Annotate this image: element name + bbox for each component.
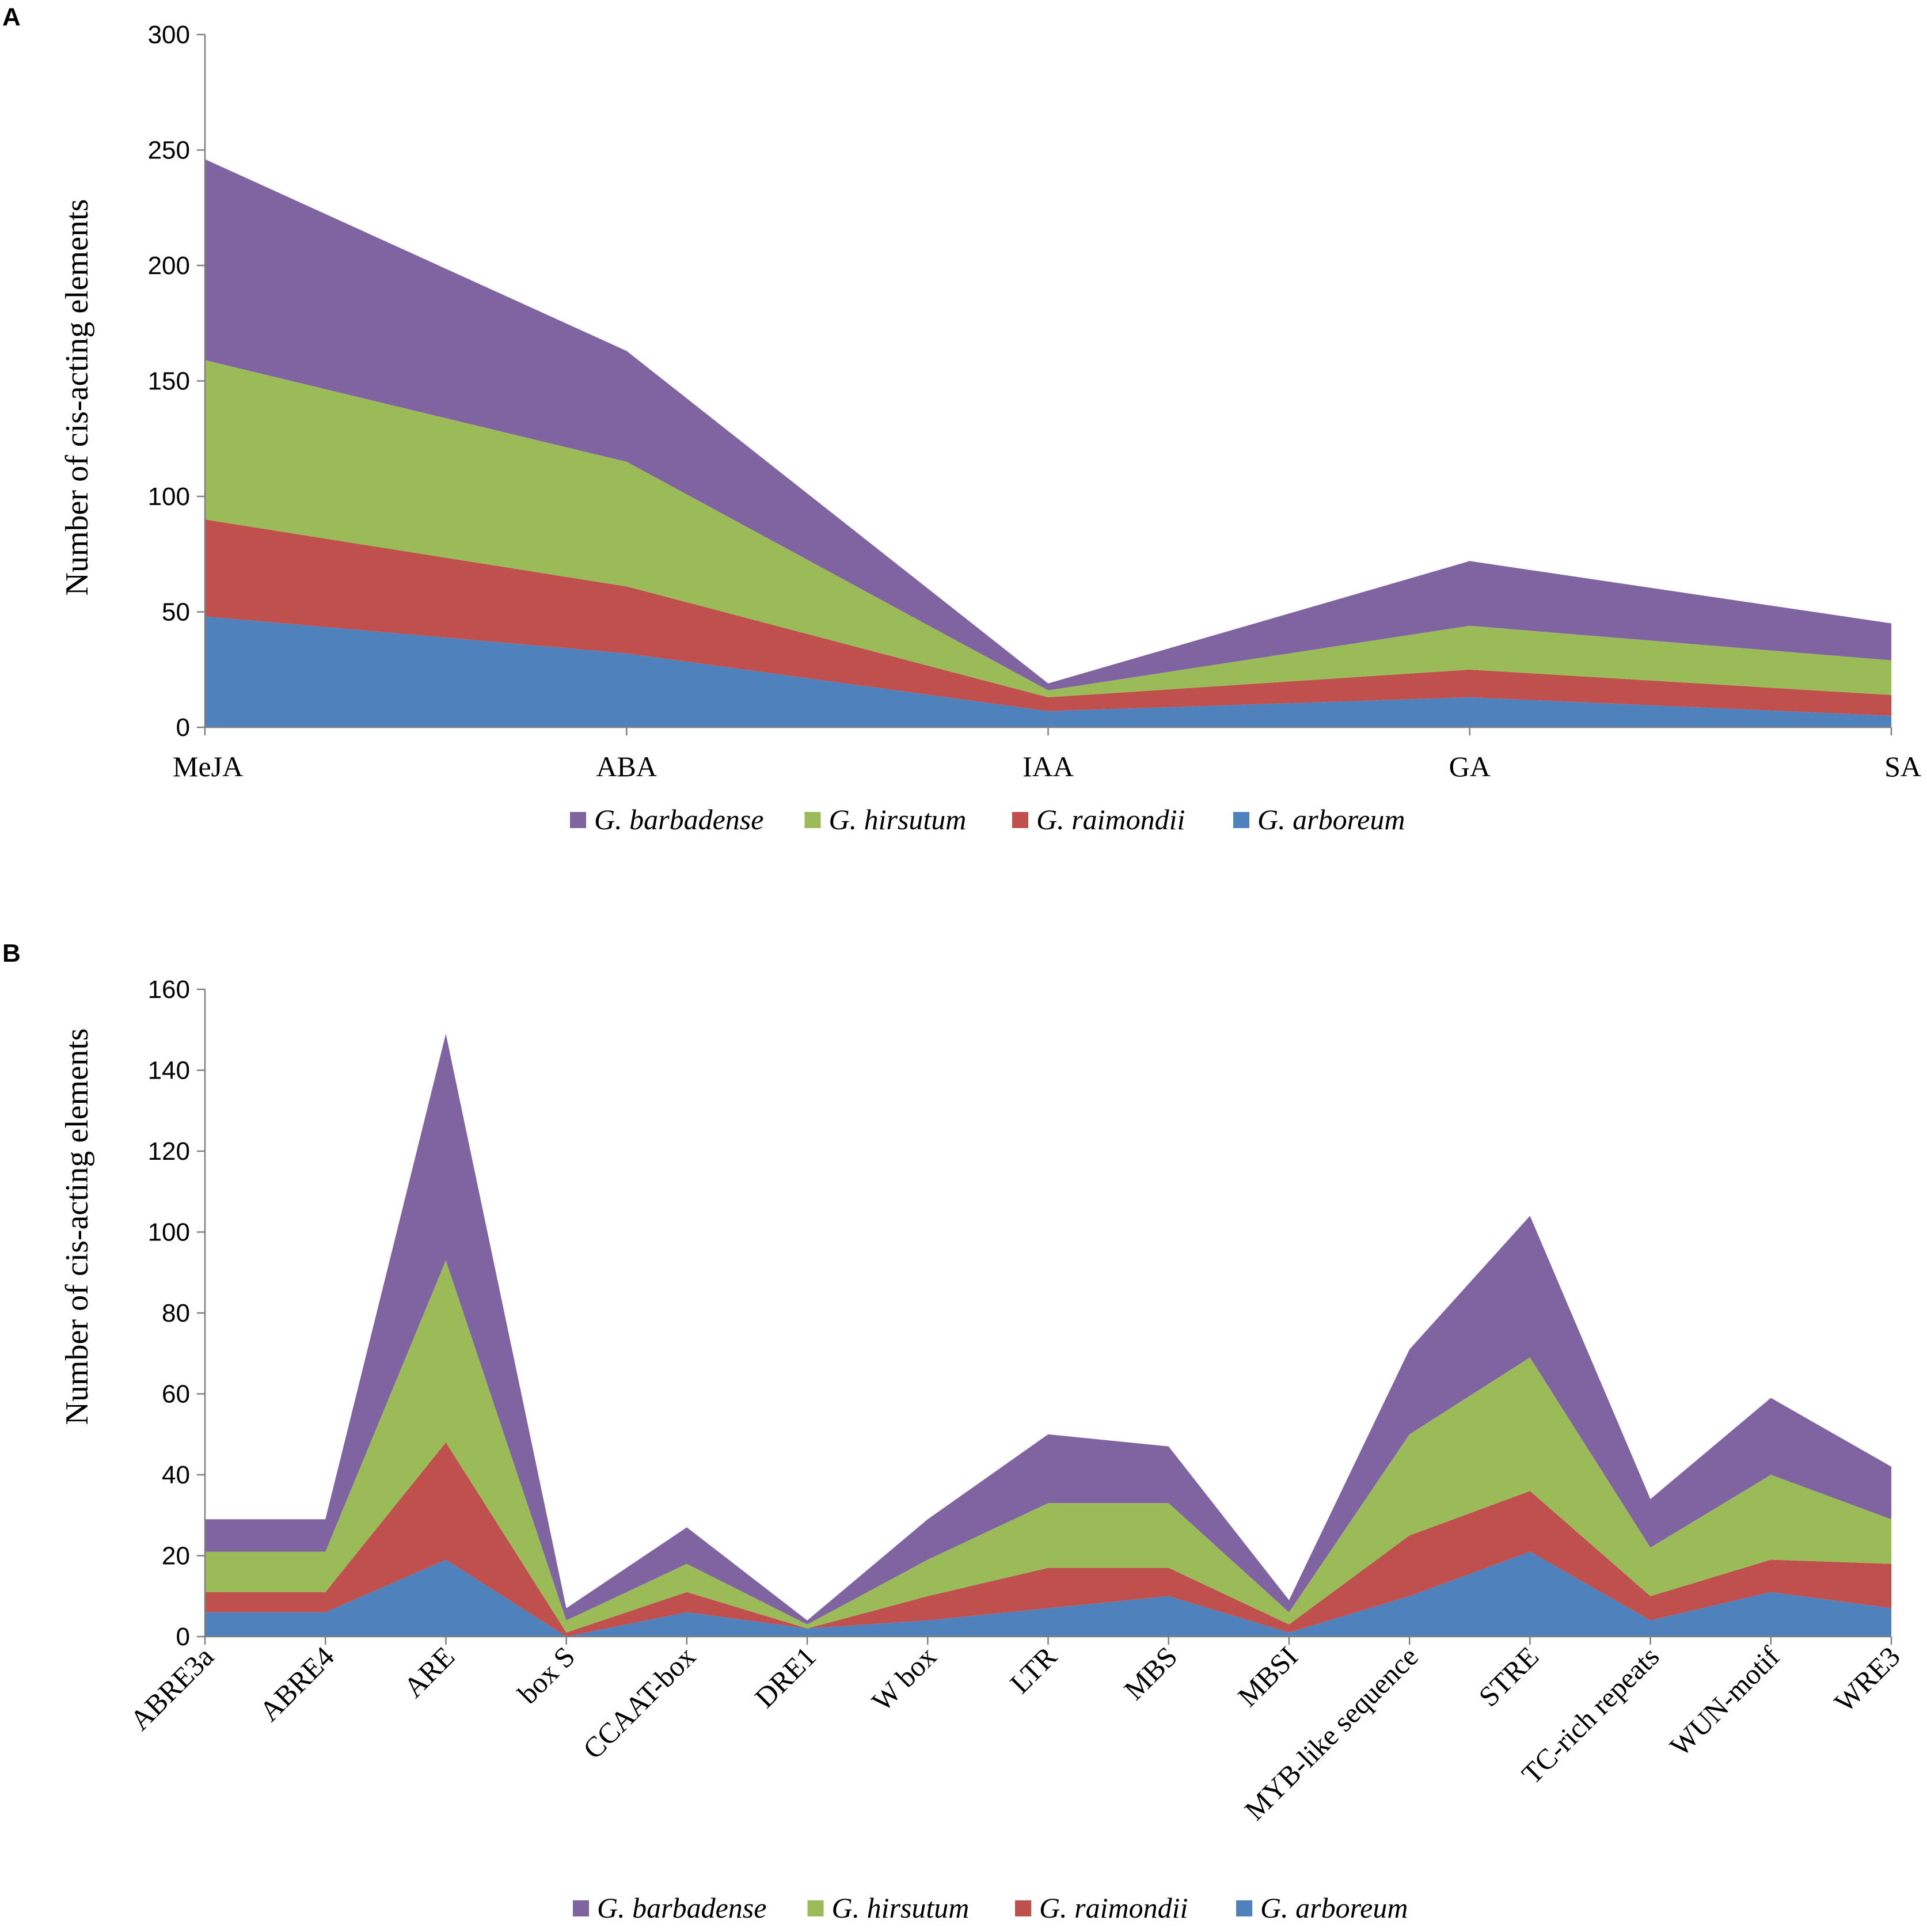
panel-label-b: B	[2, 939, 21, 967]
panel-b-legend-swatch-g-arboreum	[1236, 1900, 1252, 1916]
panel-b-y-tick-label: 100	[148, 1219, 190, 1247]
panel-a-legend: G. barbadense G. hirsutum G. raimondii G. a…	[570, 803, 1405, 836]
panel-b-area-g-hirsutum	[205, 1260, 1891, 1633]
panel-b-legend-swatch-g-raimondii	[1015, 1900, 1031, 1916]
panel-b-x-tick-label: WUN-motif	[1663, 1640, 1786, 1763]
panel-b-x-tick-label: DRE1	[748, 1640, 822, 1714]
panel-b-x-tick-label: MBSI	[1232, 1640, 1304, 1713]
panel-a-y-tick-label: 300	[148, 21, 190, 49]
panel-b-x-tick-label: WRE3	[1828, 1640, 1906, 1718]
panel-a: A 0 50 100 150 200 250 300 MeJA ABA IAA GA SA Numb…	[2, 3, 1921, 836]
panel-a-y-tick-label: 50	[162, 598, 190, 627]
panel-a-legend-label-g-barbadense: G. barbadense	[594, 803, 763, 836]
panel-b-legend-swatch-g-barbadense	[573, 1900, 589, 1916]
panel-b-legend-label-g-arboreum: G. arboreum	[1260, 1892, 1408, 1924]
panel-b-y-axis-label: Number of cis-acting elements	[59, 1028, 95, 1425]
panel-b-x-tick-label: ABRE3a	[124, 1640, 220, 1736]
panel-b-x-tick-label: ARE	[397, 1640, 461, 1703]
panel-a-legend-label-g-raimondii: G. raimondii	[1036, 803, 1185, 836]
panel-b-y-tick-label: 120	[148, 1137, 190, 1166]
panel-a-y-tick-label: 150	[148, 367, 190, 396]
panel-a-legend-swatch-g-hirsutum	[804, 812, 821, 828]
panel-b-y-tick-label: 80	[162, 1299, 190, 1327]
panel-a-y-axis-label: Number of cis-acting elements	[59, 199, 95, 596]
panel-a-legend-swatch-g-raimondii	[1012, 812, 1028, 828]
panel-a-areas	[205, 159, 1891, 727]
panel-a-x-tick-label: ABA	[596, 750, 657, 783]
panel-b-x-tick-label: STRE	[1472, 1640, 1545, 1713]
panel-b-x-tick-label: LTR	[1004, 1640, 1063, 1700]
panel-b-legend-label-g-raimondii: G. raimondii	[1039, 1892, 1188, 1924]
panel-b-area-g-barbadense	[205, 1034, 1891, 1624]
panel-a-y-tick-label: 100	[148, 483, 190, 511]
panel-b-y-tick-label: 60	[162, 1380, 190, 1409]
panel-a-x-tick-label: MeJA	[173, 750, 243, 783]
panel-b-x-tick-label: MBS	[1118, 1640, 1183, 1706]
panel-b-x-tick-label: W box	[865, 1640, 942, 1717]
panel-b-y-tick-label: 0	[176, 1623, 190, 1651]
panel-b-legend: G. barbadense G. hirsutum G. raimondii G. a…	[573, 1892, 1408, 1924]
panel-a-area-g-hirsutum	[205, 360, 1891, 697]
panel-b-y-tick-label: 140	[148, 1057, 190, 1085]
panel-label-a: A	[2, 3, 21, 31]
panel-a-legend-label-g-hirsutum: G. hirsutum	[829, 803, 967, 836]
panel-a-x-ticks: MeJA ABA IAA GA SA	[173, 727, 1921, 783]
panel-b-area-g-raimondii	[205, 1442, 1891, 1637]
panel-b-y-tick-label: 40	[162, 1461, 190, 1489]
panel-a-y-tick-label: 200	[148, 252, 190, 280]
panel-b-areas	[205, 1034, 1891, 1637]
panel-b-x-tick-label: ABRE4	[253, 1640, 340, 1728]
panel-b-area-g-arboreum	[205, 1551, 1891, 1637]
panel-b-legend-label-g-hirsutum: G. hirsutum	[832, 1892, 970, 1924]
panel-b: B 0 20 40 60 80 100 120 140 160 ABRE3a ABRE4 ARE bo…	[2, 939, 1906, 1924]
panel-a-legend-swatch-g-barbadense	[570, 812, 586, 828]
panel-a-x-tick-label: GA	[1449, 750, 1491, 783]
panel-b-legend-swatch-g-hirsutum	[807, 1900, 824, 1916]
panel-a-area-g-arboreum	[205, 616, 1891, 727]
panel-a-legend-label-g-arboreum: G. arboreum	[1257, 803, 1405, 836]
panel-a-area-g-barbadense	[205, 159, 1891, 690]
panel-a-y-tick-label: 250	[148, 136, 190, 165]
panel-a-area-g-raimondii	[205, 519, 1891, 716]
panel-b-y-ticks: 0 20 40 60 80 100 120 140 160	[148, 976, 205, 1651]
panel-a-legend-swatch-g-arboreum	[1233, 812, 1249, 828]
panel-a-x-tick-label: SA	[1884, 750, 1921, 783]
panel-a-x-tick-label: IAA	[1023, 750, 1074, 783]
panel-b-y-tick-label: 160	[148, 976, 190, 1004]
panel-b-x-tick-label: CCAAT-box	[577, 1640, 702, 1765]
panel-a-y-tick-label: 0	[176, 713, 190, 742]
panel-a-y-ticks: 0 50 100 150 200 250 300	[148, 21, 205, 742]
panel-b-legend-label-g-barbadense: G. barbadense	[597, 1892, 766, 1924]
panel-b-y-tick-label: 20	[162, 1542, 190, 1570]
panel-b-x-tick-label: box S	[511, 1640, 581, 1710]
